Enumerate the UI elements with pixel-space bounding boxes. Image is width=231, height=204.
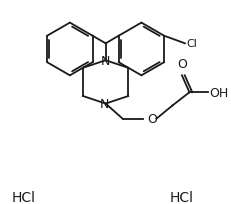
Text: OH: OH xyxy=(208,87,228,100)
Text: O: O xyxy=(176,58,186,71)
Text: HCl: HCl xyxy=(12,191,36,204)
Text: N: N xyxy=(100,55,110,68)
Text: N: N xyxy=(100,98,109,111)
Text: HCl: HCl xyxy=(168,191,192,204)
Text: O: O xyxy=(146,113,156,126)
Text: Cl: Cl xyxy=(185,39,196,49)
